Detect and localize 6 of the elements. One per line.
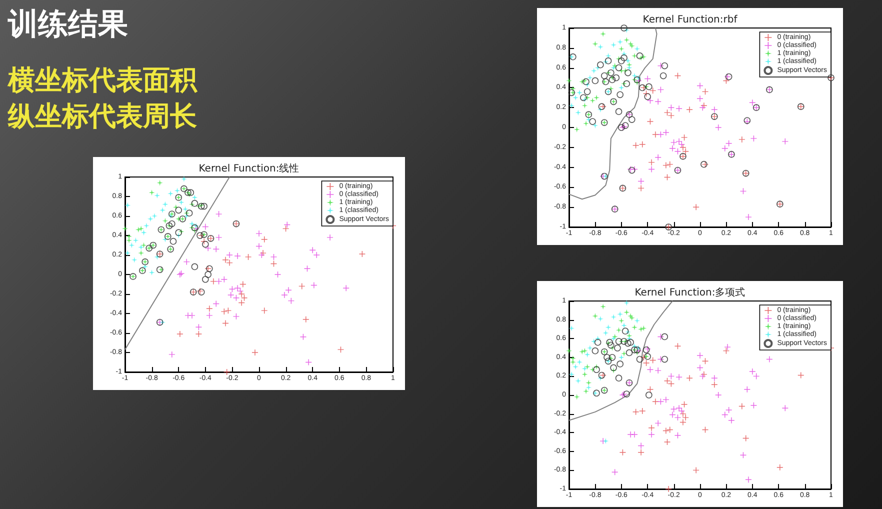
chart-title: Kernel Function:rbf [642, 14, 738, 26]
chart-title: Kernel Function:多项式 [634, 286, 746, 298]
text: 训练结果 [8, 6, 129, 44]
text: 横坐标代表面积 [8, 64, 197, 98]
chart-title: Kernel Function:线性 [198, 162, 300, 174]
text: 纵坐标代表周长 [8, 100, 197, 134]
